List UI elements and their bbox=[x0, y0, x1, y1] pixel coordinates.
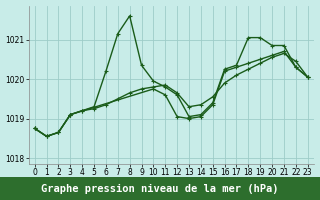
Text: Graphe pression niveau de la mer (hPa): Graphe pression niveau de la mer (hPa) bbox=[41, 183, 279, 194]
